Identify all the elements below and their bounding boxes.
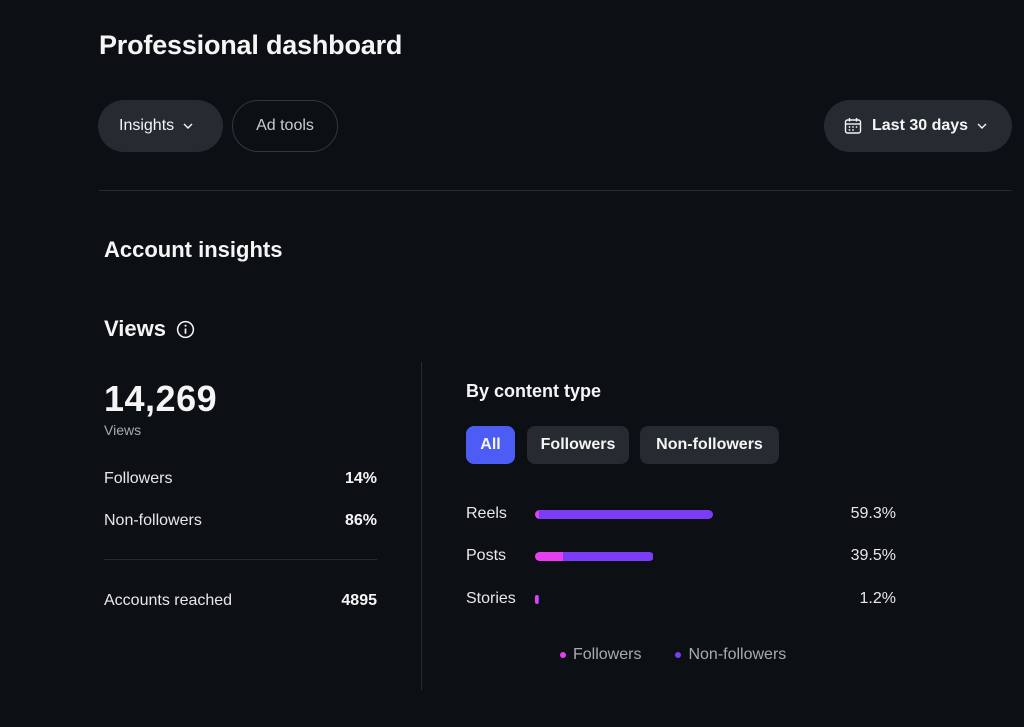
views-total-caption: Views — [104, 422, 142, 438]
content-row-percent: 59.3% — [850, 505, 896, 522]
ad-tools-label: Ad tools — [256, 117, 314, 134]
content-row-label: Posts — [466, 547, 507, 564]
account-insights-title: Account insights — [104, 237, 283, 262]
filter-non-followers-button[interactable]: Non-followers — [640, 426, 779, 464]
bar-segment-non-followers — [538, 510, 713, 519]
legend-dot-non-followers — [675, 652, 682, 658]
bar-segment-non-followers — [538, 595, 539, 604]
stats-divider — [104, 559, 377, 560]
bar-segment-followers — [535, 510, 539, 519]
non-followers-stat-label: Non-followers — [104, 512, 202, 529]
ad-tools-button[interactable]: Ad tools — [232, 100, 338, 152]
chevron-down-icon — [183, 123, 193, 129]
content-row-reels: Reels 59.3% — [466, 503, 896, 527]
non-followers-stat: Non-followers 86% — [104, 512, 377, 530]
info-icon[interactable] — [176, 320, 195, 339]
bar-segment-followers — [535, 552, 564, 561]
legend-item-non-followers: Non-followers — [675, 646, 786, 664]
date-range-dropdown[interactable]: Last 30 days — [824, 100, 1012, 152]
followers-stat-label: Followers — [104, 470, 173, 487]
page-title: Professional dashboard — [99, 30, 403, 60]
non-followers-stat-value: 86% — [344, 512, 377, 529]
panel-divider — [421, 362, 422, 690]
followers-stat: Followers 14% — [104, 470, 377, 488]
chevron-down-icon — [977, 123, 987, 129]
legend-label-non-followers: Non-followers — [688, 646, 787, 663]
bar-reels — [535, 510, 713, 519]
followers-stat-value: 14% — [344, 470, 377, 487]
bar-segment-non-followers — [563, 552, 654, 561]
insights-label: Insights — [119, 117, 175, 134]
filter-all-button[interactable]: All — [466, 426, 515, 464]
content-type-title: By content type — [466, 381, 602, 401]
bar-segment-followers — [535, 595, 538, 604]
content-row-percent: 1.2% — [859, 590, 896, 607]
content-row-posts: Posts 39.5% — [466, 545, 896, 569]
legend-label-followers: Followers — [573, 646, 642, 663]
header-divider — [99, 190, 1012, 191]
bar-posts — [535, 552, 654, 561]
date-range-label: Last 30 days — [872, 117, 969, 134]
filter-followers-button[interactable]: Followers — [527, 426, 629, 464]
accounts-reached-value: 4895 — [341, 592, 377, 609]
views-title-label: Views — [104, 316, 166, 341]
views-title: Views — [104, 316, 195, 342]
accounts-reached-stat: Accounts reached 4895 — [104, 592, 377, 610]
content-row-stories: Stories 1.2% — [466, 588, 896, 612]
accounts-reached-label: Accounts reached — [104, 592, 233, 609]
bar-stories — [535, 595, 539, 604]
calendar-icon — [844, 118, 862, 134]
legend-item-followers: Followers — [560, 646, 641, 664]
content-row-label: Reels — [466, 505, 507, 522]
insights-dropdown[interactable]: Insights — [98, 100, 223, 152]
content-row-percent: 39.5% — [850, 547, 896, 564]
chart-legend: Followers Non-followers — [560, 646, 786, 664]
legend-dot-followers — [560, 652, 566, 658]
views-total: 14,269 — [104, 378, 218, 419]
content-row-label: Stories — [466, 590, 516, 607]
